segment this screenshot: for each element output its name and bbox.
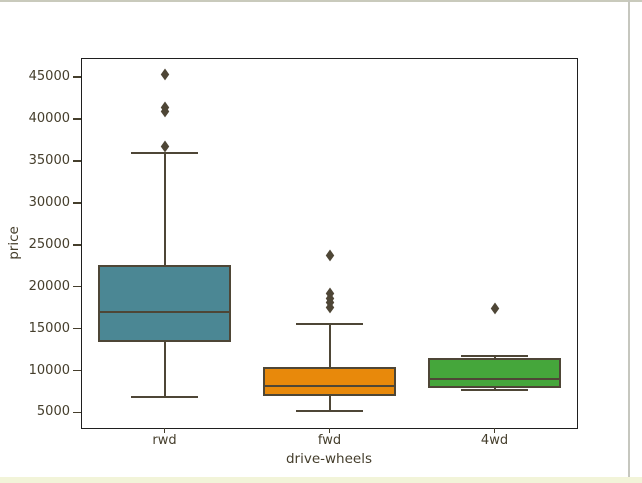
whisker-cap-low-4wd: [461, 388, 528, 391]
whisker-cap-high-4wd: [461, 355, 528, 358]
x-tick-mark: [328, 428, 331, 433]
y-tick-label: 30000: [28, 195, 70, 211]
x-tick-mark: [163, 428, 166, 433]
y-tick-mark: [73, 243, 81, 246]
y-tick-mark: [73, 285, 81, 288]
whisker-cap-high-rwd: [131, 151, 198, 154]
y-tick-mark: [73, 202, 81, 204]
window-right-border: [628, 0, 630, 483]
y-tick-mark: [73, 160, 81, 162]
y-tick-mark: [73, 327, 81, 330]
y-tick-label: 20000: [28, 278, 70, 294]
x-axis-label: drive-wheels: [285, 451, 373, 467]
y-tick-mark: [73, 76, 81, 78]
y-tick-mark: [73, 411, 81, 414]
x-tick-label-rwd: rwd: [152, 433, 177, 448]
y-tick-label: 45000: [28, 69, 70, 85]
box-fwd: [263, 367, 396, 397]
y-tick-label: 40000: [28, 111, 70, 127]
box-4wd: [428, 357, 561, 389]
y-tick-label: 35000: [28, 153, 70, 169]
window-top-border: [0, 0, 642, 2]
y-tick-label: 15000: [28, 320, 70, 336]
y-tick-label: 5000: [36, 404, 70, 420]
x-tick-label-4wd: 4wd: [480, 433, 509, 448]
whisker-cap-low-fwd: [296, 409, 363, 412]
y-tick-mark: [73, 369, 81, 372]
y-tick-label: 25000: [28, 236, 70, 252]
x-tick-label-fwd: fwd: [317, 433, 342, 448]
x-tick-mark: [493, 428, 496, 433]
whisker-cap-high-fwd: [296, 323, 363, 326]
median-line-4wd: [430, 377, 559, 380]
y-tick-label: 10000: [28, 362, 70, 378]
median-line-rwd: [100, 311, 229, 314]
y-tick-mark: [73, 118, 81, 120]
whisker-cap-low-rwd: [131, 395, 198, 398]
box-rwd: [98, 264, 231, 342]
median-line-fwd: [265, 385, 394, 388]
window-bottom-strip: [0, 477, 642, 483]
